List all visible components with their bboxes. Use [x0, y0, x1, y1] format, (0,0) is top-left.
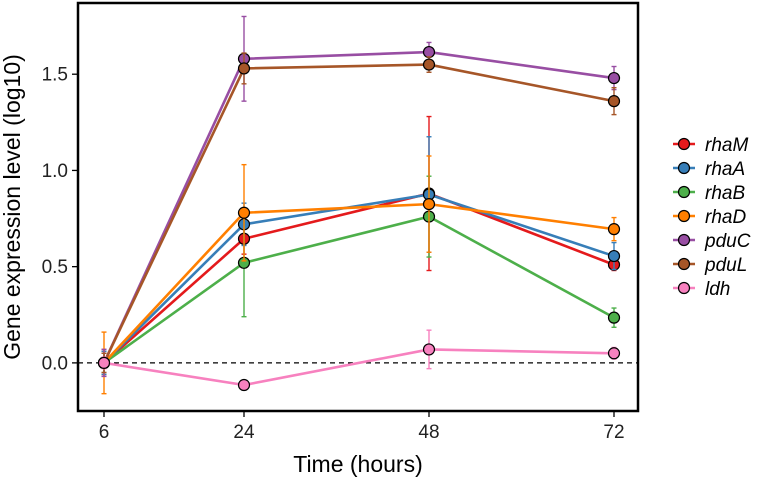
y-tick-label: 1.0	[42, 161, 68, 182]
y-tick-label: 1.5	[42, 65, 68, 86]
legend-item-pduL: pduL	[673, 255, 747, 276]
legend-item-rhaA: rhaA	[673, 159, 745, 180]
series-pduC	[97, 15, 621, 378]
legend-marker	[677, 161, 691, 175]
legend-label: rhaB	[705, 183, 745, 204]
data-point	[607, 223, 621, 236]
legend-label: rhaA	[705, 159, 745, 180]
data-point	[607, 347, 621, 360]
data-point	[422, 343, 436, 356]
data-point	[237, 62, 251, 75]
series-rhaD	[97, 155, 621, 395]
y-tick-label: 0.0	[42, 353, 68, 374]
data-point	[422, 198, 436, 211]
data-point	[607, 71, 621, 85]
legend: rhaM rhaA rhaB rhaD pduC pduL ldh	[673, 135, 751, 300]
data-point	[607, 311, 621, 324]
legend-marker	[677, 137, 691, 151]
x-tick-label: 48	[418, 422, 439, 443]
legend-label: ldh	[705, 279, 730, 300]
plot-panel	[76, 1, 640, 413]
y-tick-label: 0.5	[42, 257, 68, 278]
series-line	[103, 202, 615, 364]
data-point	[607, 249, 621, 263]
series-line	[103, 348, 615, 387]
x-tick-label: 72	[603, 422, 624, 443]
series-ldh	[97, 329, 621, 392]
axes: 0.0 0.5 1.0 1.5 6 24 48 72	[42, 65, 625, 443]
data-point	[237, 206, 251, 219]
legend-item-ldh: ldh	[673, 279, 730, 300]
series-rhaA	[97, 136, 621, 376]
data-point	[97, 356, 111, 369]
legend-item-pduC: pduC	[673, 231, 751, 252]
legend-marker	[677, 257, 691, 271]
y-axis-title: Gene expression level (log10)	[0, 54, 25, 360]
series-layer	[97, 15, 621, 395]
series-rhaM	[97, 115, 621, 378]
legend-marker	[677, 281, 691, 295]
legend-item-rhaM: rhaM	[673, 135, 748, 156]
data-point	[237, 378, 251, 392]
x-tick-label: 24	[233, 422, 255, 443]
data-point	[607, 95, 621, 108]
data-point	[422, 58, 436, 71]
legend-label: rhaD	[705, 207, 746, 228]
legend-marker	[677, 185, 691, 199]
legend-item-rhaB: rhaB	[673, 183, 745, 204]
series-line	[103, 215, 615, 364]
x-tick-label: 6	[99, 422, 110, 443]
legend-item-rhaD: rhaD	[673, 207, 746, 228]
legend-label: pduC	[704, 231, 751, 252]
legend-label: rhaM	[705, 135, 748, 156]
x-axis-title: Time (hours)	[293, 451, 423, 477]
series-line	[102, 50, 615, 364]
series-pduL	[97, 52, 621, 374]
legend-marker	[677, 209, 691, 223]
series-line	[102, 63, 615, 364]
legend-label: pduL	[704, 255, 747, 276]
legend-marker	[677, 233, 691, 247]
data-point	[422, 45, 436, 59]
series-line	[103, 192, 615, 364]
